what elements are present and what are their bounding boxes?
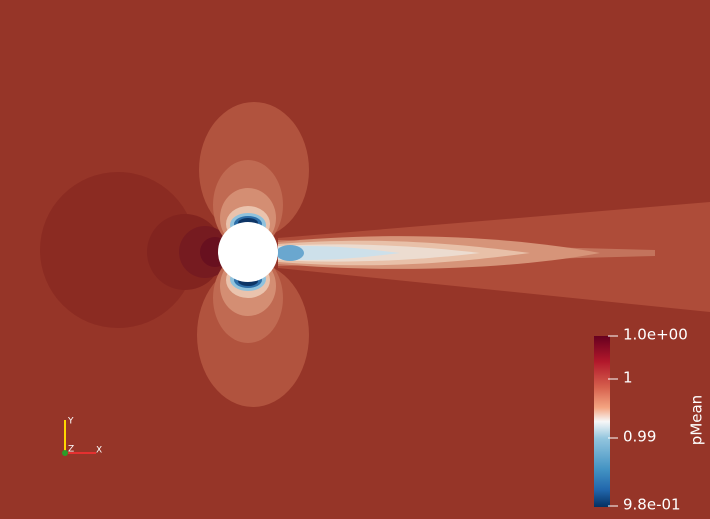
- axis-label: Z: [68, 445, 74, 455]
- contours: [40, 102, 710, 407]
- tick-label: 9.8e-01: [623, 496, 681, 514]
- axis-label: Y: [67, 417, 74, 427]
- colorbar-title: pMean: [688, 395, 706, 445]
- axis-label: X: [96, 446, 102, 456]
- tick-label: 1: [623, 369, 633, 387]
- color-bar: [594, 336, 610, 507]
- cylinder: [218, 222, 278, 282]
- color-legend: 1.0e+00 1 0.99 9.8e-01 pMean: [594, 326, 706, 514]
- tick-label: 0.99: [623, 428, 656, 446]
- axes-triad: Y Z X: [62, 417, 102, 456]
- tick-label: 1.0e+00: [623, 326, 688, 344]
